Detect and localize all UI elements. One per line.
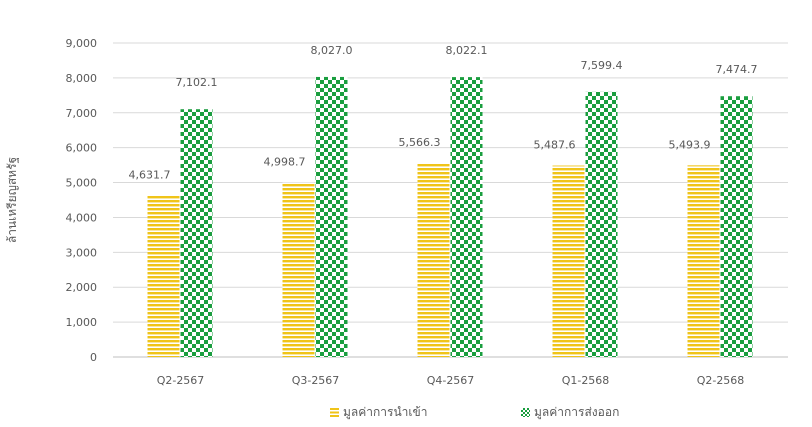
bar-export bbox=[720, 96, 753, 358]
legend: มูลค่าการนำเข้า มูลค่าการส่งออก bbox=[0, 403, 812, 423]
y-tick-label: 5,000 bbox=[66, 177, 98, 190]
bar-import bbox=[147, 195, 180, 357]
bar-export bbox=[450, 77, 483, 357]
bar-export bbox=[315, 76, 348, 357]
data-label-export: 8,022.1 bbox=[446, 44, 488, 57]
data-label-export: 7,474.7 bbox=[716, 63, 758, 76]
bar-chart: 0 1,000 2,000 3,000 4,000 5,000 6,000 7,000 8,00… bbox=[5, 37, 788, 387]
data-label-export: 7,599.4 bbox=[581, 59, 623, 72]
x-tick-label: Q4-2567 bbox=[427, 374, 475, 387]
legend-swatch-import bbox=[330, 408, 339, 417]
bar-import bbox=[282, 182, 315, 357]
legend-label-import: มูลค่าการนำเข้า bbox=[343, 405, 428, 419]
y-tick-label: 2,000 bbox=[66, 281, 98, 294]
bars bbox=[147, 76, 753, 358]
x-tick-label: Q2-2568 bbox=[697, 374, 745, 387]
y-axis-label: ล้านเหรียญสหรัฐ bbox=[5, 157, 19, 243]
x-tick-label: Q2-2567 bbox=[157, 374, 205, 387]
data-labels: 4,631.7 7,102.1 4,998.7 8,027.0 5,566.3 8,022… bbox=[129, 44, 758, 181]
bar-import bbox=[687, 165, 720, 357]
x-axis-ticks: Q2-2567 Q3-2567 Q4-2567 Q1-2568 Q2-2568 bbox=[157, 374, 745, 387]
data-label-import: 5,493.9 bbox=[669, 138, 711, 151]
y-tick-label: 8,000 bbox=[66, 72, 98, 85]
y-tick-label: 4,000 bbox=[66, 211, 98, 224]
x-tick-label: Q3-2567 bbox=[292, 374, 340, 387]
data-label-import: 5,566.3 bbox=[399, 136, 441, 149]
y-tick-label: 6,000 bbox=[66, 142, 98, 155]
legend-swatch-export bbox=[521, 408, 530, 417]
legend-label-export: มูลค่าการส่งออก bbox=[534, 405, 620, 419]
y-tick-label: 7,000 bbox=[66, 107, 98, 120]
bar-import bbox=[417, 162, 450, 357]
data-label-export: 8,027.0 bbox=[311, 44, 353, 57]
legend-item-import: มูลค่าการนำเข้า bbox=[330, 403, 427, 422]
y-axis-ticks: 0 1,000 2,000 3,000 4,000 5,000 6,000 7,000 8,00… bbox=[66, 37, 98, 364]
y-tick-label: 0 bbox=[90, 351, 97, 364]
y-tick-label: 3,000 bbox=[66, 246, 98, 259]
legend-item-export: มูลค่าการส่งออก bbox=[521, 403, 619, 422]
data-label-import: 5,487.6 bbox=[534, 139, 576, 152]
data-label-export: 7,102.1 bbox=[176, 76, 218, 89]
y-tick-label: 9,000 bbox=[66, 37, 98, 50]
bar-export bbox=[180, 109, 213, 357]
x-tick-label: Q1-2568 bbox=[562, 374, 610, 387]
data-label-import: 4,631.7 bbox=[129, 168, 171, 181]
data-label-import: 4,998.7 bbox=[264, 156, 306, 169]
bar-export bbox=[585, 91, 618, 357]
bar-import bbox=[552, 165, 585, 357]
y-tick-label: 1,000 bbox=[66, 316, 98, 329]
